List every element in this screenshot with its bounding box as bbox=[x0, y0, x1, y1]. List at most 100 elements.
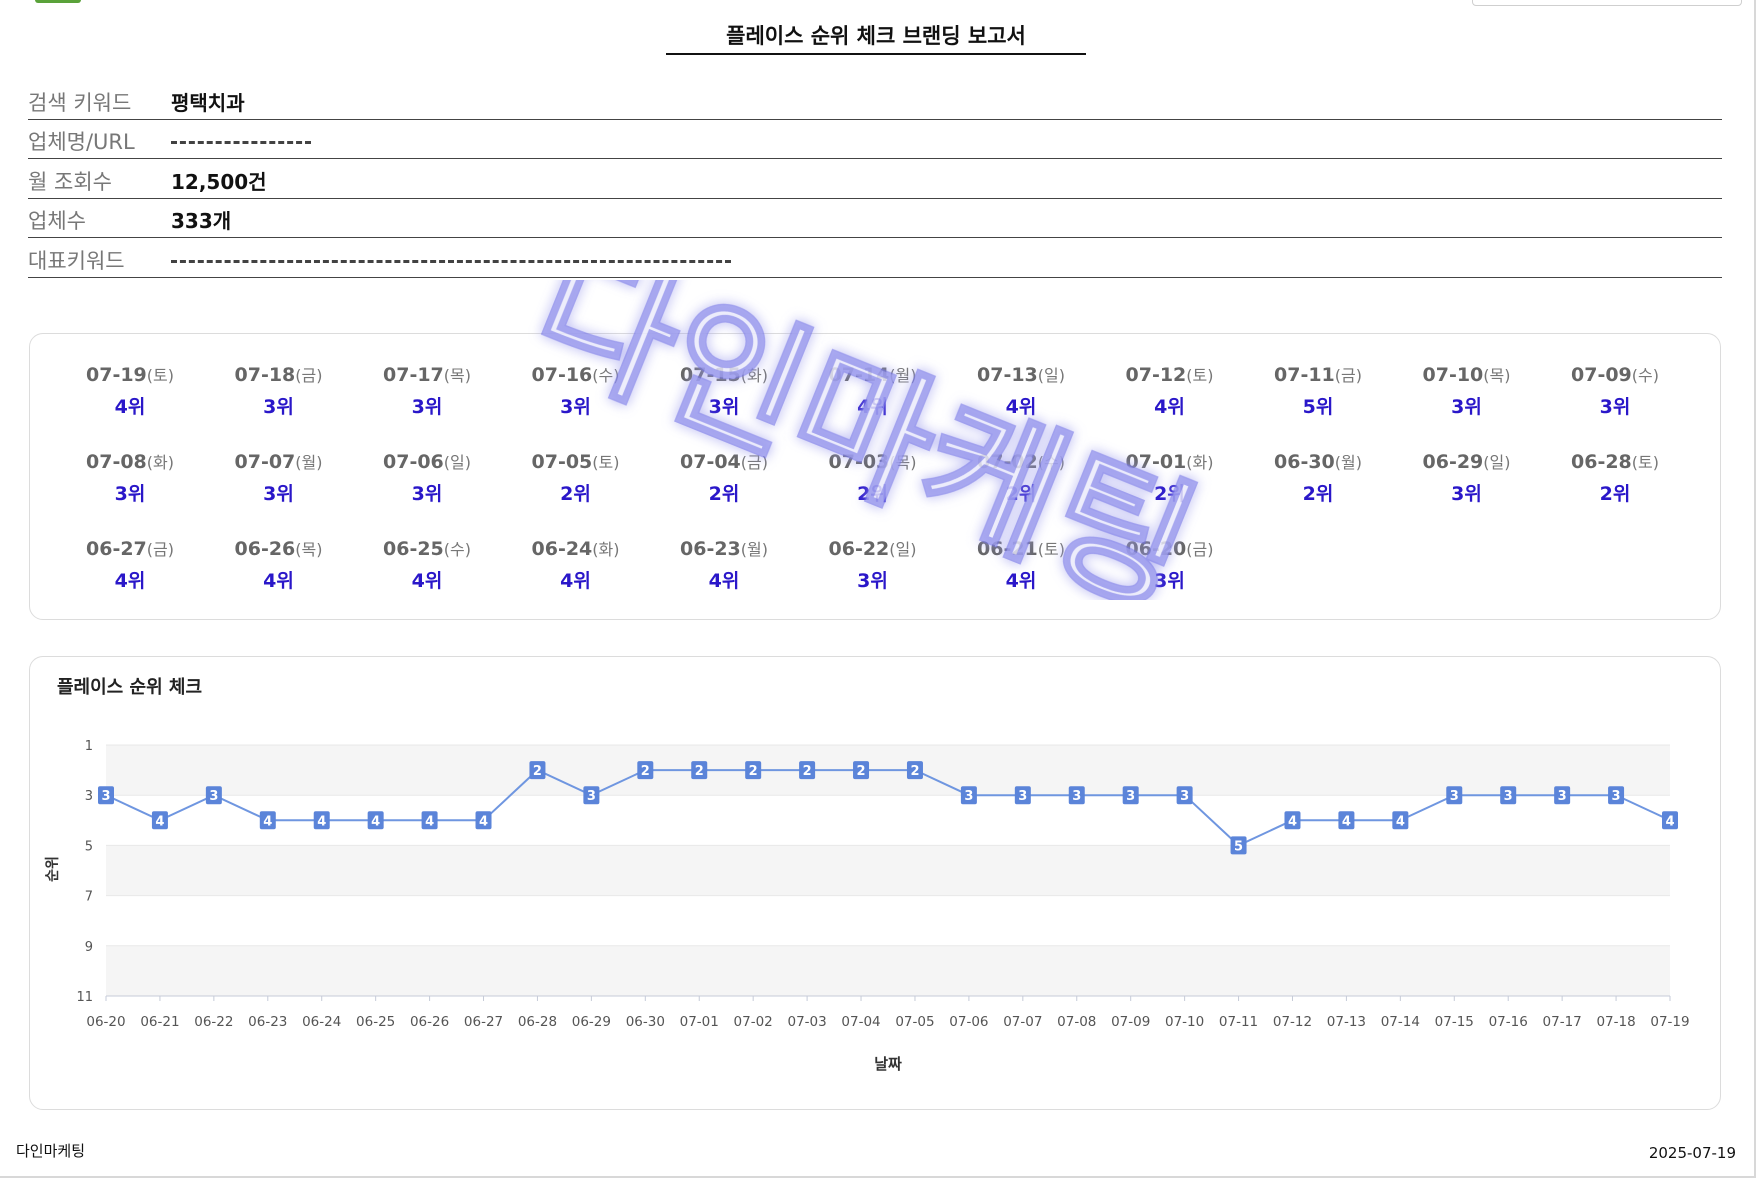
data-point-marker bbox=[475, 811, 492, 830]
data-point-marker bbox=[1608, 786, 1625, 805]
rank-date-line: 06-30(월) bbox=[1244, 449, 1392, 473]
rank-cell: 07-13(일) 4위 bbox=[947, 362, 1095, 419]
data-point-marker bbox=[313, 811, 330, 830]
x-tick-label: 07-04 bbox=[841, 1014, 880, 1030]
rank-day-of-week: (수) bbox=[592, 366, 620, 385]
rank-date: 07-07 bbox=[234, 451, 296, 473]
data-point-marker bbox=[367, 811, 384, 830]
x-tick-label: 07-07 bbox=[1003, 1014, 1042, 1030]
rank-date: 07-10 bbox=[1422, 364, 1484, 386]
rank-day-of-week: (금) bbox=[1186, 540, 1214, 559]
info-row: 업체수 333개 bbox=[28, 199, 1722, 238]
rank-date: 06-29 bbox=[1422, 451, 1484, 473]
x-tick-label: 07-19 bbox=[1650, 1014, 1689, 1030]
rank-value: 3위 bbox=[263, 483, 294, 505]
rank-value: 5위 bbox=[1302, 396, 1334, 418]
rank-date: 07-12 bbox=[1125, 364, 1187, 386]
rank-cell: 07-01(화) 2위 bbox=[1096, 449, 1244, 506]
data-point-marker bbox=[1662, 811, 1678, 830]
rank-date: 07-03 bbox=[828, 451, 890, 473]
grid-band bbox=[106, 945, 1670, 996]
rank-cell: 06-23(월) 4위 bbox=[650, 536, 798, 593]
rank-cell: 06-24(화) 4위 bbox=[502, 536, 650, 593]
rank-day-of-week: (월) bbox=[889, 366, 917, 385]
data-point-marker bbox=[98, 786, 114, 805]
rank-date: 07-17 bbox=[383, 364, 444, 386]
info-row: 대표키워드 bbox=[28, 238, 1722, 278]
rank-value: 3위 bbox=[411, 483, 443, 505]
rank-date-line: 06-28(토) bbox=[1541, 449, 1689, 473]
x-tick-label: 06-21 bbox=[140, 1014, 179, 1030]
rank-day-of-week: (목) bbox=[443, 366, 471, 385]
rank-cell: 07-04(금) 2위 bbox=[650, 449, 798, 506]
rank-value: 4위 bbox=[1005, 570, 1037, 592]
data-point-label: 2 bbox=[910, 764, 919, 779]
rank-cell: 06-22(일) 3위 bbox=[799, 536, 947, 593]
rank-date-line: 06-22(일) bbox=[799, 536, 947, 560]
rank-date: 06-25 bbox=[383, 538, 444, 560]
info-value-obscured bbox=[171, 259, 731, 274]
rank-date: 07-16 bbox=[531, 364, 593, 386]
data-point-marker bbox=[637, 761, 654, 780]
rank-date: 07-13 bbox=[977, 364, 1038, 386]
data-point-label: 3 bbox=[101, 789, 110, 804]
data-point-marker bbox=[1554, 786, 1571, 805]
rank-date: 06-30 bbox=[1274, 451, 1335, 473]
data-point-marker bbox=[691, 761, 708, 780]
data-point-label: 3 bbox=[1180, 789, 1189, 804]
rank-day-of-week: (월) bbox=[740, 540, 768, 559]
data-point-label: 3 bbox=[1612, 789, 1621, 804]
rank-cell: 06-25(수) 4위 bbox=[353, 536, 501, 593]
data-point-marker bbox=[745, 761, 762, 780]
series-line bbox=[105, 768, 1671, 847]
data-point-marker bbox=[853, 761, 870, 780]
rank-value: 3위 bbox=[708, 396, 740, 418]
rank-date-line: 07-08(화) bbox=[56, 449, 204, 473]
rank-date: 07-09 bbox=[1571, 364, 1632, 386]
rank-date: 06-26 bbox=[234, 538, 296, 560]
x-tick-label: 06-30 bbox=[626, 1014, 665, 1030]
report-title-block: 플레이스 순위 체크 브랜딩 보고서 bbox=[666, 20, 1086, 55]
rank-date-line: 07-04(금) bbox=[650, 449, 798, 473]
rank-cell: 06-27(금) 4위 bbox=[56, 536, 204, 593]
x-tick-label: 07-12 bbox=[1273, 1014, 1312, 1030]
info-label: 검색 키워드 bbox=[28, 90, 132, 115]
data-point-marker bbox=[1284, 811, 1301, 830]
rank-cell: 07-12(토) 4위 bbox=[1096, 362, 1244, 419]
rank-cell: 06-29(일) 3위 bbox=[1393, 449, 1541, 506]
x-tick-label: 06-27 bbox=[464, 1014, 503, 1030]
info-row: 업체명/URL bbox=[28, 120, 1722, 159]
top-right-field[interactable] bbox=[1472, 0, 1742, 6]
rank-day-of-week: (금) bbox=[740, 453, 768, 472]
rank-value: 3위 bbox=[857, 570, 888, 592]
x-tick-label: 07-06 bbox=[949, 1014, 988, 1030]
rank-day-of-week: (수) bbox=[443, 540, 471, 559]
rank-day-of-week: (일) bbox=[443, 453, 471, 472]
rank-value: 4위 bbox=[411, 570, 443, 592]
rank-day-of-week: (금) bbox=[1334, 366, 1362, 385]
data-point-marker bbox=[799, 761, 816, 780]
data-point-label: 3 bbox=[209, 789, 218, 804]
y-tick-label: 11 bbox=[76, 990, 93, 1005]
rank-date-line: 07-03(목) bbox=[799, 449, 947, 473]
rank-date-line: 06-24(화) bbox=[502, 536, 650, 560]
rank-value: 2위 bbox=[1599, 483, 1631, 505]
rank-date: 07-18 bbox=[234, 364, 296, 386]
data-point-label: 4 bbox=[479, 814, 488, 829]
rank-value: 2위 bbox=[1154, 483, 1185, 505]
rank-cell: 07-18(금) 3위 bbox=[205, 362, 353, 419]
data-point-label: 3 bbox=[1072, 789, 1081, 804]
rank-day-of-week: (화) bbox=[740, 366, 768, 385]
rank-date-line: 07-11(금) bbox=[1244, 362, 1392, 386]
rank-day-of-week: (목) bbox=[1483, 366, 1511, 385]
y-tick-label: 5 bbox=[85, 839, 93, 854]
rank-date-line: 06-25(수) bbox=[353, 536, 501, 560]
rank-date-line: 07-10(목) bbox=[1393, 362, 1541, 386]
rank-day-of-week: (토) bbox=[1631, 453, 1659, 472]
y-tick-label: 7 bbox=[85, 890, 93, 905]
data-point-label: 3 bbox=[1126, 789, 1135, 804]
top-green-tab[interactable] bbox=[35, 0, 81, 3]
data-point-marker bbox=[1500, 786, 1517, 805]
grid-band bbox=[106, 845, 1670, 896]
x-tick-label: 07-10 bbox=[1165, 1014, 1204, 1030]
